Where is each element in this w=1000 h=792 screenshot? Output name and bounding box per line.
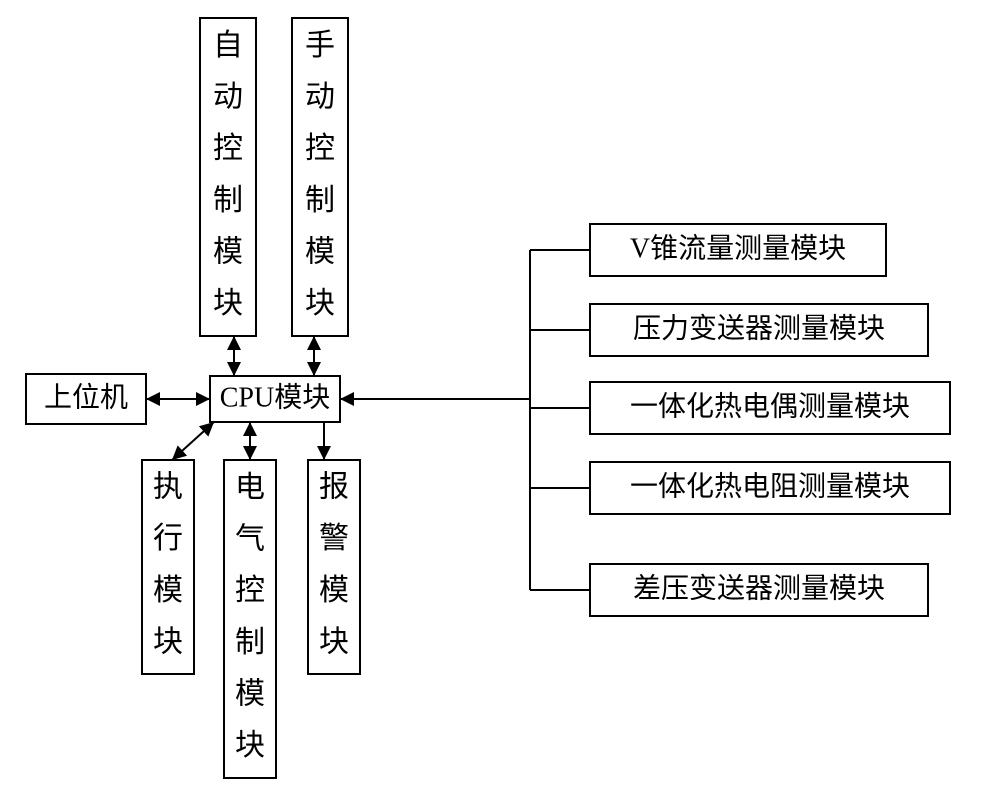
node-m_press: 压力变送器测量模块 xyxy=(590,304,928,356)
node-cpu: CPU模块 xyxy=(210,376,340,422)
label-host: 上位机 xyxy=(44,381,128,413)
node-m_vcone: V锥流量测量模块 xyxy=(590,224,886,276)
node-host: 上位机 xyxy=(26,374,146,424)
label-m_press: 压力变送器测量模块 xyxy=(633,312,885,344)
label-m_vcone: V锥流量测量模块 xyxy=(630,232,846,264)
node-auto: 自动控制模块 xyxy=(200,18,256,336)
label-m_rtd: 一体化热电阻测量模块 xyxy=(630,470,910,502)
node-exec: 执行模块 xyxy=(142,460,194,674)
label-m_tc: 一体化热电偶测量模块 xyxy=(630,390,910,422)
node-elec: 电气控制模块 xyxy=(224,460,276,778)
node-manual: 手动控制模块 xyxy=(292,18,348,336)
node-m_tc: 一体化热电偶测量模块 xyxy=(590,382,950,434)
node-m_rtd: 一体化热电阻测量模块 xyxy=(590,462,950,514)
label-cpu: CPU模块 xyxy=(220,381,330,413)
node-alarm: 报警模块 xyxy=(308,460,360,674)
node-m_dp: 差压变送器测量模块 xyxy=(590,564,928,616)
label-m_dp: 差压变送器测量模块 xyxy=(633,572,885,604)
